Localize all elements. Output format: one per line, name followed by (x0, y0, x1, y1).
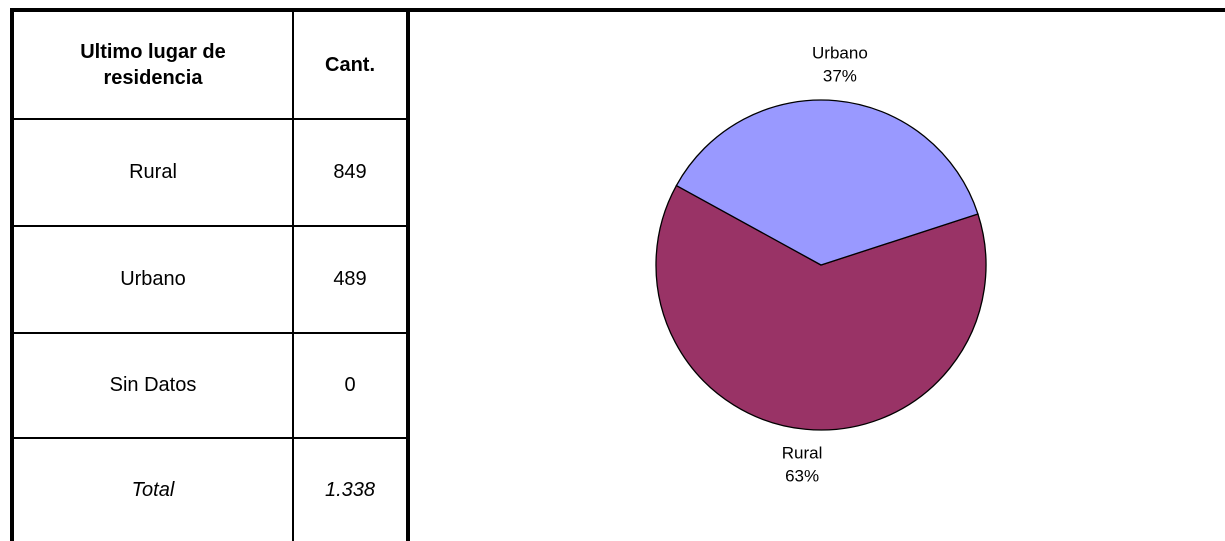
row-divider (10, 332, 410, 334)
table-right-border (406, 8, 410, 541)
pie-slice (675, 99, 979, 266)
row-label: Sin Datos (109, 374, 197, 396)
row-value: 489 (333, 268, 367, 290)
slice-category-label: Rural (782, 444, 823, 463)
header-cell: Ultimo lugar de residencia (80, 41, 226, 89)
row-divider (10, 225, 410, 227)
slice-value-label: 37% (823, 66, 857, 85)
row-divider (10, 118, 410, 120)
slice-category-label: Urbano (812, 43, 868, 62)
row-value: 849 (333, 161, 367, 183)
row-label: Rural (129, 161, 177, 183)
top-border (10, 8, 1225, 12)
left-border (10, 8, 14, 541)
total-value: 1.338 (324, 478, 376, 501)
row-label: Urbano (120, 268, 186, 290)
slice-value-label: 63% (785, 467, 819, 486)
pie-slice (655, 184, 987, 431)
row-divider (10, 437, 410, 439)
row-value: 0 (344, 374, 356, 396)
total-label: Total (131, 478, 175, 501)
column-divider (292, 8, 294, 541)
header-cell: Cant. (325, 54, 375, 76)
